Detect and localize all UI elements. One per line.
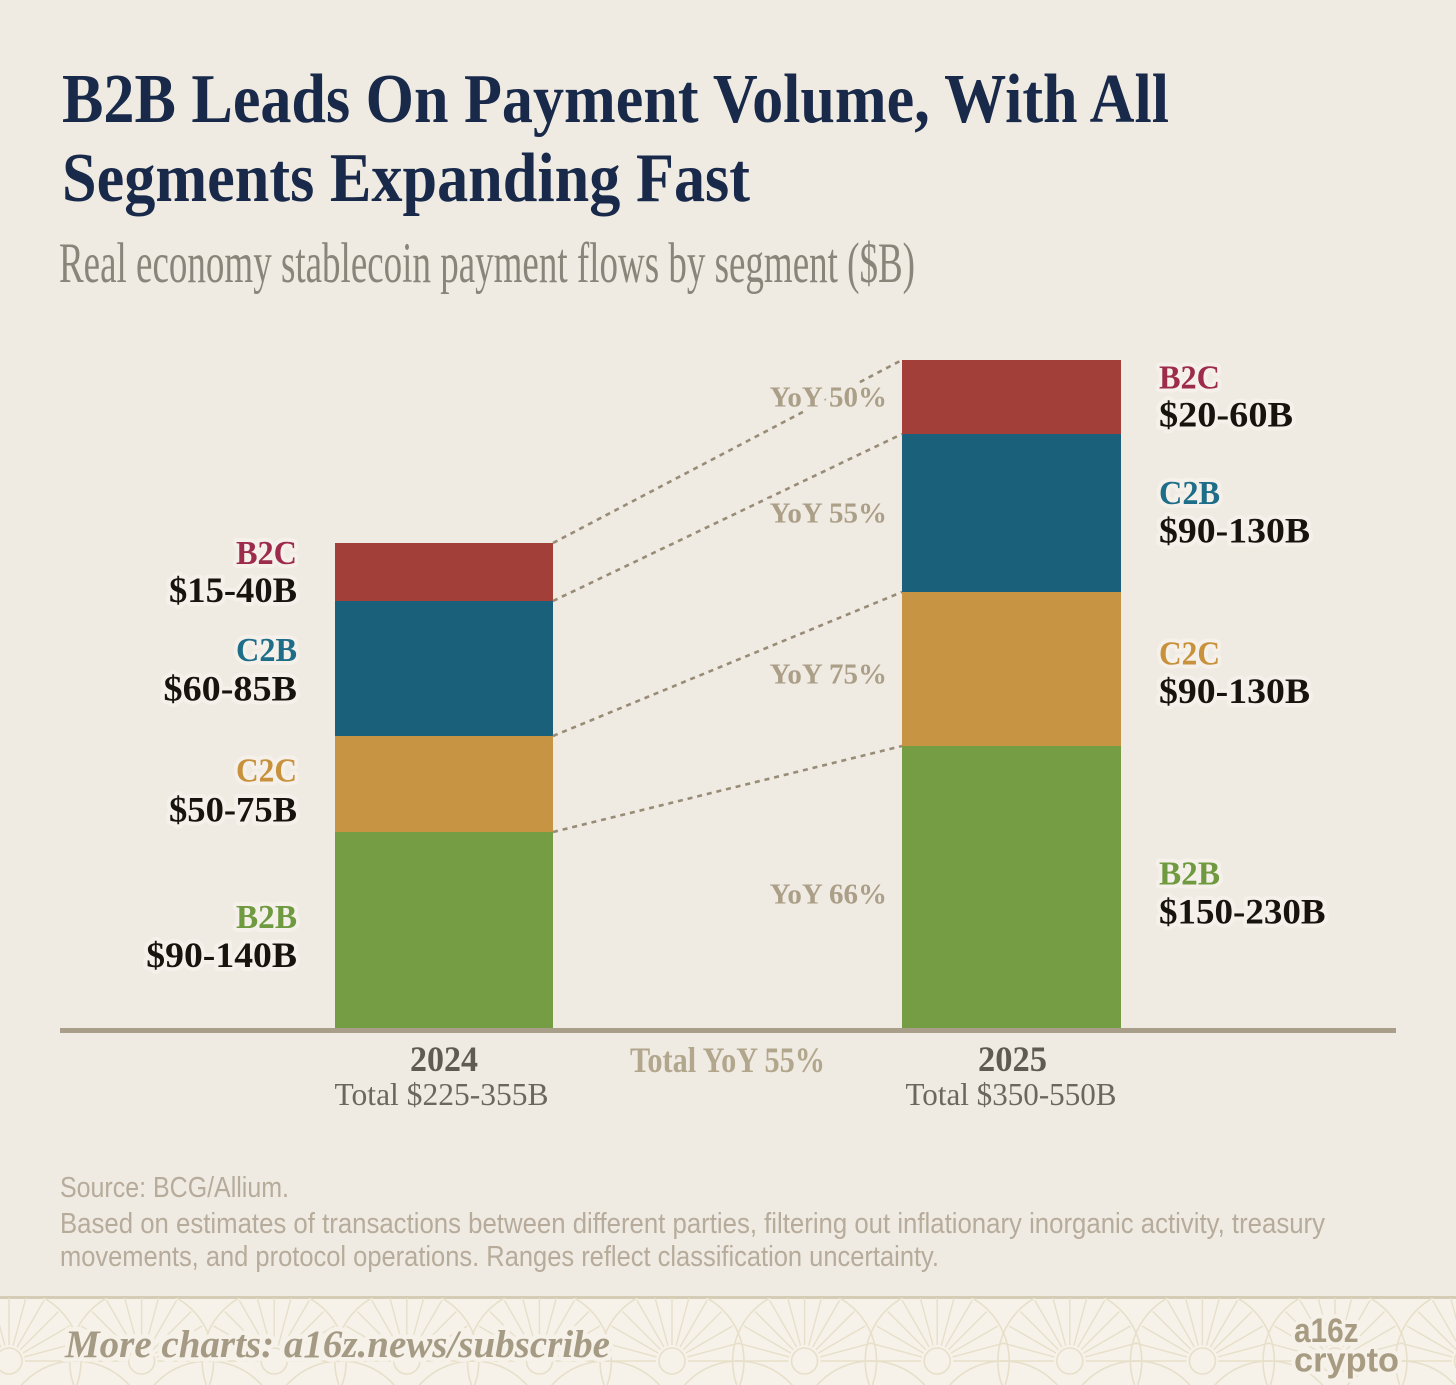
svg-text:B2B: B2B: [236, 899, 297, 936]
svg-text:YoY 50%: YoY 50%: [770, 382, 887, 414]
svg-text:$90-130B: $90-130B: [1159, 671, 1310, 711]
svg-text:B2C: B2C: [236, 535, 297, 572]
svg-text:$15-40B: $15-40B: [169, 570, 297, 610]
svg-text:C2B: C2B: [1159, 475, 1220, 512]
svg-text:$60-85B: $60-85B: [164, 669, 298, 709]
svg-text:YoY 55%: YoY 55%: [770, 498, 887, 530]
svg-text:C2C: C2C: [236, 753, 297, 790]
svg-text:C2C: C2C: [1159, 636, 1220, 673]
svg-text:movements, and protocol operat: movements, and protocol operations. Rang…: [60, 1241, 939, 1273]
svg-text:Source: BCG/Allium.: Source: BCG/Allium.: [60, 1172, 289, 1204]
svg-text:Segments Expanding Fast: Segments Expanding Fast: [62, 140, 750, 217]
svg-text:Based on estimates of transact: Based on estimates of transactions betwe…: [60, 1208, 1326, 1240]
svg-text:$90-140B: $90-140B: [146, 935, 297, 975]
svg-text:Real economy stablecoin paymen: Real economy stablecoin payment flows by…: [59, 232, 915, 295]
svg-text:crypto: crypto: [1294, 1342, 1399, 1380]
svg-text:B2B Leads On Payment Volume, W: B2B Leads On Payment Volume, With All: [62, 61, 1169, 138]
svg-text:$50-75B: $50-75B: [169, 789, 297, 829]
svg-text:a16z: a16z: [1294, 1312, 1359, 1350]
svg-text:Total YoY 55%: Total YoY 55%: [630, 1040, 825, 1080]
svg-text:C2B: C2B: [236, 632, 297, 669]
svg-text:YoY 66%: YoY 66%: [770, 878, 887, 910]
svg-text:$20-60B: $20-60B: [1159, 395, 1293, 435]
svg-text:More charts: a16z.news/subscri: More charts: a16z.news/subscribe: [64, 1323, 610, 1366]
svg-text:$90-130B: $90-130B: [1159, 510, 1310, 550]
svg-text:2025: 2025: [978, 1039, 1047, 1079]
svg-text:2024: 2024: [410, 1039, 478, 1079]
svg-text:B2C: B2C: [1159, 359, 1220, 396]
svg-text:B2B: B2B: [1159, 856, 1220, 893]
svg-text:Total $350-550B: Total $350-550B: [906, 1076, 1117, 1112]
svg-text:Total $225-355B: Total $225-355B: [335, 1076, 549, 1112]
svg-text:YoY 75%: YoY 75%: [770, 658, 887, 690]
svg-text:$150-230B: $150-230B: [1159, 892, 1326, 932]
